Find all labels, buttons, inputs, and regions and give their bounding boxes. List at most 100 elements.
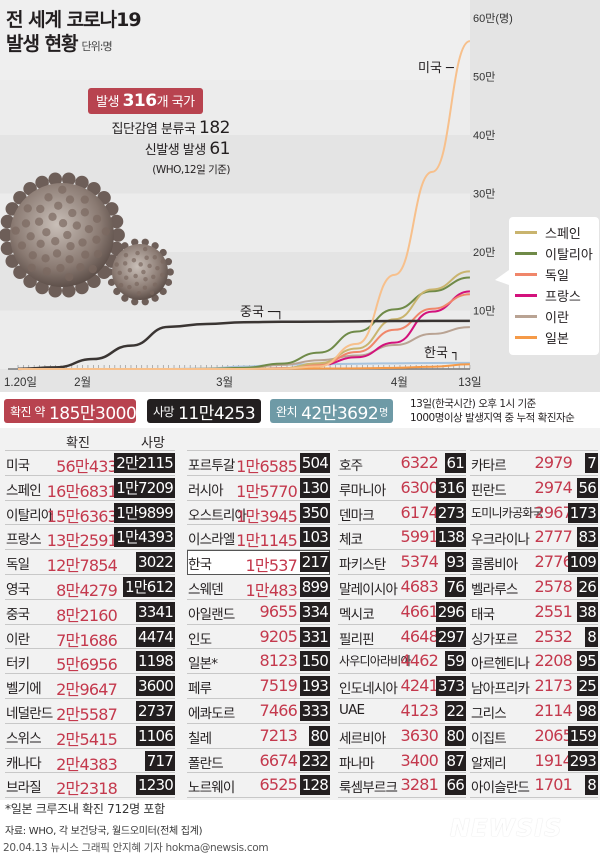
title-line2: 발생 현황 bbox=[6, 33, 79, 55]
x-tick-label: 3월 bbox=[216, 376, 233, 389]
death-count: 76 bbox=[444, 576, 466, 597]
confirmed-count: 56만433 bbox=[56, 457, 118, 476]
confirmed-count: 2만4383 bbox=[56, 754, 118, 774]
death-count: 3341 bbox=[136, 601, 175, 622]
death-count: 38 bbox=[576, 601, 598, 622]
confirmed-count: 1만3945 bbox=[236, 506, 298, 526]
death-count: 95 bbox=[576, 651, 598, 672]
series-annotation: 한국 ┐ bbox=[424, 346, 460, 361]
confirmed-count: 4648 bbox=[400, 626, 438, 646]
death-count: 22 bbox=[444, 700, 466, 721]
death-count: 1만612 bbox=[123, 576, 175, 597]
header-confirmed: 확진 bbox=[66, 436, 90, 451]
confirmed-count: 7519 bbox=[259, 676, 297, 696]
country-name: 에콰도르 bbox=[188, 705, 235, 722]
chart-area: 10만 20만 30만 40만 50만 60만(명) 1.20일 2월 3월 4월 13일 미국 ─ 중… bbox=[0, 0, 600, 392]
table-column: 호주 6322 61 루마니아 6300 316 덴마크 6174 273 체코 5991 138 파키… bbox=[338, 450, 466, 799]
confirmed-count: 2979 bbox=[534, 453, 572, 472]
death-count: 193 bbox=[299, 676, 330, 697]
confirmed-count: 2만5587 bbox=[56, 704, 118, 724]
table-row: 체코 5991 138 bbox=[338, 525, 466, 551]
confirmed-count: 3400 bbox=[400, 750, 438, 770]
recovered-total: 완치 42만3692 명 bbox=[270, 399, 393, 424]
confirmed-count: 1914 bbox=[534, 750, 572, 770]
sporadic-stat: 신발생 발생 61 bbox=[145, 139, 231, 159]
table-row: 스페인 16만6831 1만7209 bbox=[5, 476, 175, 501]
page-title: 전 세계 코로나19 발생 현황 단위:명 bbox=[6, 8, 142, 59]
death-count: 138 bbox=[435, 527, 466, 548]
country-name: 벨기에 bbox=[6, 681, 42, 698]
outbreak-badge: 발생 316개 국가 bbox=[88, 88, 203, 114]
confirmed-count: 5991 bbox=[400, 527, 438, 547]
death-count: 7 bbox=[585, 453, 598, 473]
table-row: 파나마 3400 87 bbox=[338, 749, 466, 774]
deaths-label: 사망 bbox=[153, 404, 175, 419]
death-count: 1198 bbox=[136, 651, 175, 672]
table-row: 브라질 2만2318 1230 bbox=[5, 773, 175, 798]
confirmed-count: 12만7854 bbox=[46, 556, 118, 576]
series-annotation: 중국 ─┐ bbox=[240, 305, 284, 320]
death-count: 25 bbox=[576, 676, 598, 697]
table-row: 필리핀 4648 297 bbox=[338, 625, 466, 650]
table-row: 프랑스 13만2591 1만4393 bbox=[5, 525, 175, 550]
death-count: 80 bbox=[444, 725, 466, 746]
table-row: 핀란드 2974 56 bbox=[470, 476, 598, 501]
table-row: 중국 8만2160 3341 bbox=[5, 600, 175, 625]
country-name: 콜롬비아 bbox=[471, 557, 518, 574]
confirmed-count: 6174 bbox=[400, 502, 438, 522]
table-row: 폴란드 6674 232 bbox=[187, 749, 330, 774]
death-count: 59 bbox=[444, 651, 466, 672]
cluster-stat: 집단감염 분류국 182 bbox=[111, 118, 231, 138]
country-name: 파키스탄 bbox=[339, 557, 386, 574]
confirmed-count: 2551 bbox=[534, 601, 572, 621]
table-row: 오스트리아 1만3945 350 bbox=[187, 501, 330, 526]
country-name: 말레이시아 bbox=[339, 581, 398, 598]
death-count: 316 bbox=[435, 477, 466, 498]
country-name: 인도 bbox=[188, 631, 212, 648]
table-column: 미국 56만433 2만2115 스페인 16만6831 1만7209 이탈리아 15만636… bbox=[5, 450, 175, 798]
table-row: 호주 6322 61 bbox=[338, 451, 466, 476]
note-line1: 13일(한국시간) 오후 1시 기준 bbox=[410, 398, 536, 410]
death-count: 333 bbox=[299, 700, 330, 721]
legend-swatch bbox=[515, 315, 537, 318]
confirmed-count: 8만4279 bbox=[56, 580, 118, 600]
legend-swatch bbox=[515, 231, 537, 234]
legend-item: 독일 bbox=[515, 264, 593, 285]
confirmed-count: 6300 bbox=[400, 477, 438, 497]
country-name: 그리스 bbox=[471, 705, 507, 722]
confirmed-count: 2777 bbox=[534, 527, 572, 547]
y-tick-label: 20만 bbox=[473, 246, 495, 259]
death-count: 87 bbox=[444, 750, 466, 771]
summary-note: 13일(한국시간) 오후 1시 기준 1000명이상 발생지역 중 누적 확진자순 bbox=[410, 397, 575, 425]
badge-suffix: 개 국가 bbox=[156, 95, 196, 110]
confirmed-count: 3630 bbox=[400, 725, 438, 745]
deaths-value: 11만4253 bbox=[178, 403, 256, 424]
table-row: 도미니카공화국 2967 173 bbox=[470, 501, 598, 526]
confirmed-count: 7만1686 bbox=[56, 630, 118, 650]
series-line-china bbox=[17, 319, 470, 371]
unit-label: 단위:명 bbox=[81, 40, 113, 53]
table-row: 인도 9205 331 bbox=[187, 625, 330, 650]
country-name: 중국 bbox=[6, 606, 30, 623]
table-row: UAE 4123 22 bbox=[338, 699, 466, 724]
x-tick-label: 13일 bbox=[458, 375, 481, 389]
confirmed-count: 4661 bbox=[400, 601, 438, 621]
country-name: 폴란드 bbox=[188, 755, 224, 772]
cluster-label: 집단감염 분류국 bbox=[111, 122, 196, 137]
table-row: 에콰도르 7466 333 bbox=[187, 699, 330, 724]
confirmed-count: 4123 bbox=[400, 700, 438, 720]
death-count: 1106 bbox=[136, 725, 175, 746]
country-name: 칠레 bbox=[188, 730, 212, 747]
country-name: 노르웨이 bbox=[188, 780, 235, 797]
table-column: 카타르 2979 7 핀란드 2974 56 도미니카공화국 2967 173 우크라이나 2777… bbox=[470, 450, 598, 799]
country-name: 호주 bbox=[339, 458, 363, 474]
country-name: 스위스 bbox=[6, 730, 42, 747]
country-name: 우크라이나 bbox=[471, 532, 530, 549]
country-name: 아일랜드 bbox=[188, 606, 235, 623]
confirmed-count: 1만483 bbox=[245, 580, 298, 600]
badge-count: 316 bbox=[122, 91, 158, 111]
sporadic-value: 61 bbox=[209, 139, 230, 159]
death-count: 717 bbox=[144, 750, 175, 771]
legend-item: 일본 bbox=[515, 327, 593, 348]
virus-illustration bbox=[0, 172, 125, 298]
